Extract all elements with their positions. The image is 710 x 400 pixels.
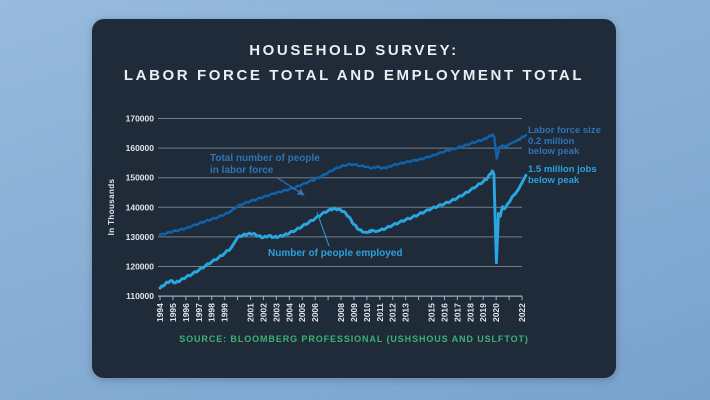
labor-force-employment-line-chart: 110000 120000 130000 140000 150000 160000 1700…	[107, 114, 528, 322]
x-tick-label: 2022	[517, 303, 527, 322]
source-note: SOURCE: BLOOMBERG PROFESSIONAL (USHSHOUS…	[179, 334, 529, 344]
y-tick-label: 120000	[126, 262, 155, 272]
x-tick-label: 2010	[362, 303, 372, 322]
employment-peak-annotation: 1.5 million jobs below peak	[528, 164, 597, 186]
y-tick-label: 170000	[126, 114, 155, 124]
y-tick-label: 130000	[126, 232, 155, 242]
series-label-leader-labor_force	[275, 176, 305, 196]
annotation-line: below peak	[528, 146, 580, 157]
y-tick-label: 140000	[126, 202, 155, 212]
x-tick-label: 2001	[246, 303, 256, 322]
annotation-line: below peak	[528, 174, 580, 186]
annotation-line: Labor force size	[528, 125, 601, 136]
x-tick-label: 1995	[168, 303, 178, 322]
series-label-labor_force: in labor force	[210, 165, 274, 176]
annotation-line: 1.5 million jobs	[528, 164, 597, 175]
x-tick-label: 1999	[220, 303, 230, 322]
series-line-labor_force	[158, 133, 528, 237]
x-tick-label: 2012	[388, 303, 398, 322]
x-tick-label: 1996	[181, 303, 191, 322]
series-label-employed: Number of people employed	[268, 248, 402, 259]
chart-title: HOUSEHOLD SURVEY: LABOR FORCE TOTAL AND …	[92, 38, 616, 88]
x-tick-label: 2017	[452, 303, 462, 322]
x-tick-label: 2016	[439, 303, 449, 322]
x-tick-label: 2005	[297, 303, 307, 322]
x-tick-label: 1998	[207, 303, 217, 322]
y-tick-label: 110000	[126, 291, 154, 301]
series-label-labor_force: Total number of people	[210, 153, 320, 164]
x-tick-label: 2002	[258, 303, 268, 322]
y-tick-label: 160000	[126, 143, 155, 153]
chart-panel: HOUSEHOLD SURVEY: LABOR FORCE TOTAL AND …	[92, 19, 616, 378]
x-tick-label: 2006	[310, 303, 320, 322]
labor-force-peak-annotation: Labor force size 0.2 million below peak	[528, 125, 601, 158]
series-line-employed	[158, 169, 528, 290]
x-tick-label: 1997	[194, 303, 204, 322]
x-tick-label: 2008	[336, 303, 346, 322]
x-tick-label: 2020	[491, 303, 501, 322]
x-tick-label: 2015	[427, 303, 437, 322]
chart-title-line2: LABOR FORCE TOTAL AND EMPLOYMENT TOTAL	[123, 67, 585, 84]
x-tick-label: 2003	[271, 303, 281, 322]
y-tick-label: 150000	[126, 173, 155, 183]
series-label-leader-employed	[316, 211, 330, 247]
x-tick-label: 2011	[375, 303, 385, 322]
x-tick-label: 1994	[155, 303, 165, 322]
chart-title-line1: HOUSEHOLD SURVEY:	[249, 42, 459, 59]
x-tick-label: 2004	[284, 303, 294, 322]
annotation-line: 0.2 million	[528, 135, 575, 147]
x-tick-label: 2009	[349, 303, 359, 322]
y-axis-title: In Thousands	[107, 178, 116, 235]
x-tick-label: 2019	[478, 303, 488, 322]
x-tick-label: 2018	[465, 303, 475, 322]
x-tick-label: 2013	[401, 303, 411, 322]
